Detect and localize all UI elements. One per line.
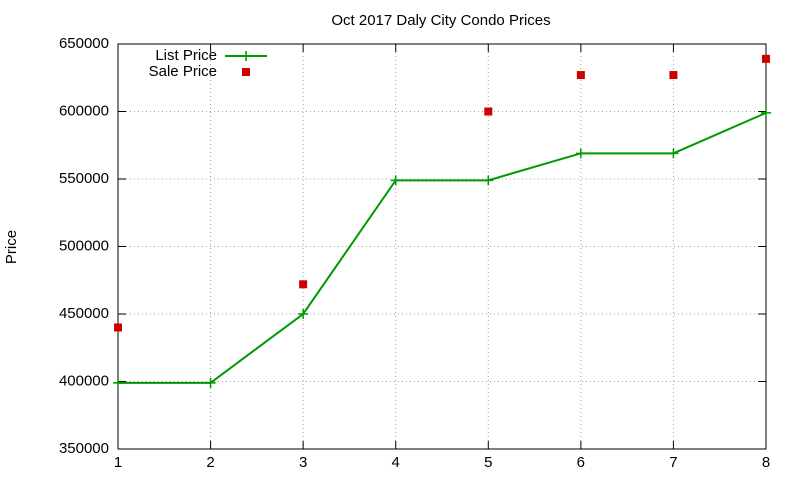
y-tick-label: 450000 bbox=[59, 305, 109, 322]
y-tick-label: 550000 bbox=[59, 170, 109, 187]
x-tick-label: 3 bbox=[299, 454, 307, 471]
data-point bbox=[298, 309, 309, 319]
y-axis-label: Price bbox=[3, 230, 20, 264]
x-tick-label: 2 bbox=[206, 454, 214, 471]
y-tick-label: 400000 bbox=[59, 372, 109, 389]
data-point bbox=[390, 175, 401, 186]
y-tick-label: 350000 bbox=[59, 440, 109, 457]
plot-frame bbox=[117, 43, 767, 450]
data-point bbox=[114, 323, 122, 332]
data-point bbox=[575, 148, 586, 159]
data-point bbox=[669, 71, 678, 80]
data-point bbox=[762, 54, 770, 63]
chart-title: Oct 2017 Daly City Condo Prices bbox=[331, 12, 550, 29]
data-point bbox=[299, 280, 308, 289]
legend-label: List Price bbox=[155, 47, 217, 64]
x-tick-label: 7 bbox=[669, 454, 677, 471]
x-tick-label: 4 bbox=[392, 454, 400, 471]
data-point bbox=[668, 148, 679, 159]
legend-marker bbox=[242, 68, 250, 76]
y-tick-label: 500000 bbox=[59, 237, 109, 254]
data-point bbox=[205, 377, 216, 388]
data-point bbox=[761, 107, 771, 118]
data-point bbox=[483, 175, 494, 186]
x-tick-label: 1 bbox=[114, 454, 122, 471]
legend-marker bbox=[241, 51, 251, 61]
x-tick-label: 5 bbox=[484, 454, 492, 471]
y-tick-label: 650000 bbox=[59, 35, 109, 52]
series-line bbox=[118, 111, 767, 384]
data-point bbox=[484, 107, 493, 116]
y-tick-label: 600000 bbox=[59, 102, 109, 119]
data-point bbox=[576, 71, 585, 80]
data-point bbox=[113, 377, 123, 388]
legend-label: Sale Price bbox=[149, 63, 217, 80]
x-tick-label: 8 bbox=[762, 454, 770, 471]
x-tick-label: 6 bbox=[577, 454, 585, 471]
